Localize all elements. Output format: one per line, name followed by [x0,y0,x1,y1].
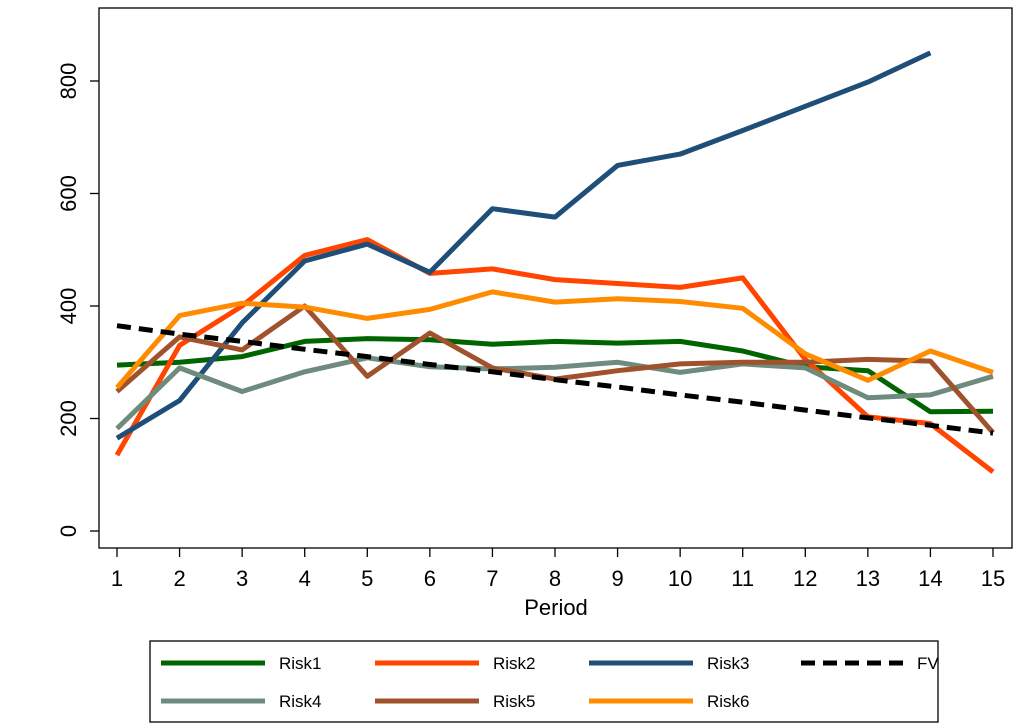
x-tick-label: 6 [424,566,436,591]
legend-label-risk3: Risk3 [707,654,750,673]
legend-label-risk2: Risk2 [493,654,536,673]
x-tick-label: 14 [918,566,942,591]
series-line-risk2 [114,237,995,474]
x-tick-label: 5 [361,566,373,591]
series-line-risk3 [115,50,932,441]
x-tick-label: 7 [486,566,498,591]
legend-label-risk6: Risk6 [707,692,750,711]
y-tick-label: 400 [56,288,81,325]
series-line-fv [116,323,994,436]
series-line-risk6 [115,289,994,390]
y-tick-label: 600 [56,175,81,212]
x-tick-label: 10 [668,566,692,591]
legend-label-fv: FV [917,654,939,673]
x-tick-label: 4 [299,566,311,591]
legend-box [149,640,939,723]
x-tick-label: 9 [611,566,623,591]
y-tick-label: 800 [56,63,81,100]
series-layer [114,50,995,474]
legend-label-risk5: Risk5 [493,692,536,711]
legend: Risk1 Risk2 Risk3 Risk4 Risk5 Risk6 FV [149,640,939,723]
series-line-risk4 [115,355,994,431]
x-tick-label: 1 [111,566,123,591]
x-axis-title: Period [524,595,588,620]
y-tick-label: 0 [56,525,81,537]
legend-label-risk1: Risk1 [279,654,322,673]
x-tick-label: 13 [856,566,880,591]
legend-label-risk4: Risk4 [279,692,322,711]
x-tick-label: 2 [173,566,185,591]
x-tick-label: 11 [731,566,754,591]
x-tick-label: 3 [236,566,248,591]
x-tick-label: 15 [981,566,1005,591]
x-tick-label: 12 [793,566,817,591]
y-tick-label: 200 [56,400,81,437]
x-tick-label: 8 [549,566,561,591]
